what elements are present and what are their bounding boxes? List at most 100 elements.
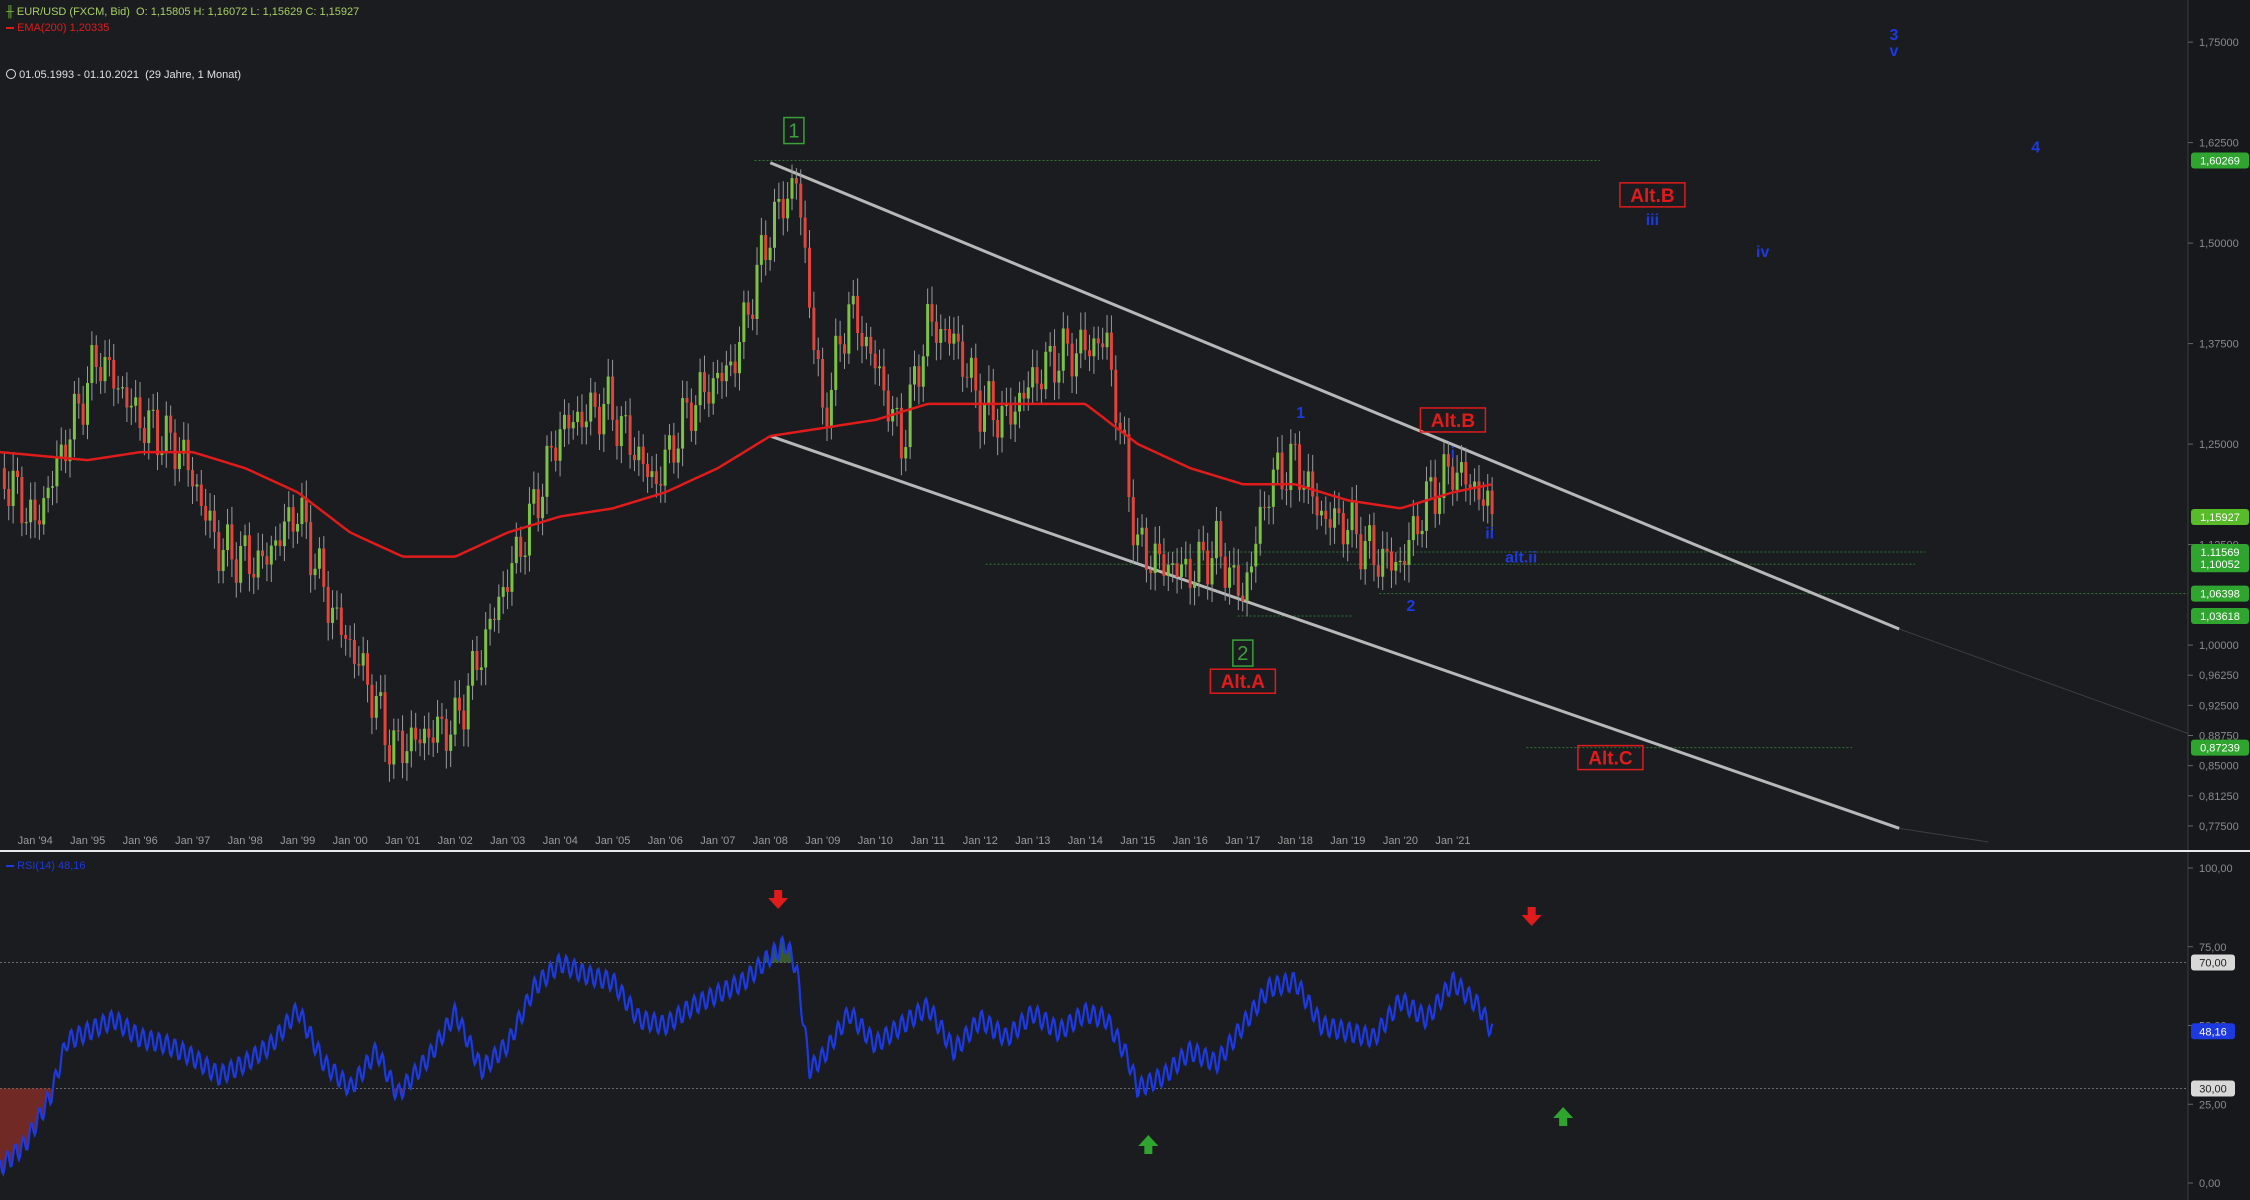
candle-body [239, 546, 243, 583]
candle-body [1284, 489, 1288, 491]
candle-body [956, 333, 960, 342]
candle-body [116, 388, 120, 390]
chart-type-icon: ╫ [6, 6, 14, 18]
candle-body [1473, 481, 1477, 488]
candle-body [1092, 338, 1096, 357]
candle-body [812, 307, 816, 351]
candle-body [514, 536, 518, 564]
candle-body [1158, 543, 1162, 555]
candle-body [42, 498, 46, 525]
candle-body [1184, 558, 1188, 565]
candle-body [1372, 525, 1376, 566]
candle-body [794, 178, 798, 184]
candle-body [1210, 558, 1214, 585]
candle-body [663, 449, 667, 486]
candle-body [667, 435, 671, 450]
rsi-tick-label: 25,00 [2199, 1099, 2227, 1111]
x-tick-label: Jan '20 [1383, 835, 1418, 847]
candle-body [1061, 328, 1065, 371]
y-tick-label: 0,88750 [2199, 731, 2239, 743]
candle-body [1149, 569, 1153, 574]
x-tick-label: Jan '02 [438, 835, 473, 847]
candle-body [913, 366, 917, 385]
wave-label: 1 [1296, 405, 1305, 422]
candle-body [103, 356, 107, 382]
candle-body [68, 439, 72, 462]
candle-body [1232, 565, 1236, 568]
candle-body [1031, 367, 1035, 388]
candle-body [786, 198, 790, 219]
candle-body [300, 497, 304, 525]
candle-body [803, 217, 807, 248]
candle-body [685, 398, 689, 403]
candle-body [624, 415, 628, 417]
price-badge [2191, 544, 2249, 561]
candle-body [742, 302, 746, 342]
candle-body [221, 550, 225, 571]
candle-body [523, 555, 527, 557]
candle-body [1118, 422, 1122, 430]
candle-body [781, 198, 785, 219]
candle-body [1018, 392, 1022, 412]
candle-body [799, 183, 803, 218]
channel-line [769, 161, 1900, 631]
trend-extension-line [1899, 628, 2189, 734]
y-tick-label: 1,62500 [2199, 138, 2239, 150]
candle-body [615, 419, 619, 447]
candle-body [16, 470, 20, 477]
candle-body [1201, 541, 1205, 551]
candle-body [274, 540, 278, 546]
candle-body [672, 435, 676, 463]
candle-body [611, 376, 615, 420]
candle-body [414, 727, 418, 740]
ema-legend[interactable]: EMA(200) 1,20335 [6, 22, 109, 34]
rsi-level-badge [2191, 954, 2235, 971]
candle-body [1035, 367, 1039, 384]
candle-body [720, 372, 724, 382]
y-tick-label: 1,00000 [2199, 640, 2239, 652]
x-tick-label: Jan '95 [70, 835, 105, 847]
range-legend: 01.05.1993 - 01.10.2021 (29 Jahre, 1 Mon… [6, 69, 241, 81]
candle-body [142, 428, 146, 444]
candle-body [1416, 516, 1420, 535]
candle-body [94, 345, 98, 367]
candle-body [646, 464, 650, 478]
candle-body [296, 524, 300, 532]
candle-body [256, 550, 260, 578]
candle-body [729, 361, 733, 366]
candle-body [1271, 469, 1275, 507]
candle-body [1245, 572, 1249, 602]
rsi-level-badge-label: 30,00 [2199, 1084, 2227, 1096]
wave-label: 3 [1890, 27, 1899, 44]
rsi-legend[interactable]: RSI(14) 48,16 [6, 860, 86, 872]
candle-body [930, 304, 934, 322]
candle-body [816, 350, 820, 359]
candle-body [383, 692, 387, 746]
candle-body [1214, 520, 1218, 559]
candle-body [1289, 443, 1293, 490]
candle-body [869, 336, 873, 354]
candle-body [339, 607, 343, 635]
candle-body [1223, 556, 1227, 588]
candle-body [1109, 332, 1113, 370]
candle-body [182, 439, 186, 454]
candle-body [55, 457, 59, 487]
rsi-zone-fill [771, 937, 792, 963]
candle-body [1144, 527, 1148, 570]
candle-body [261, 550, 265, 557]
candle-body [1368, 525, 1372, 542]
candle-body [978, 390, 982, 432]
candle-body [755, 264, 759, 319]
x-tick-label: Jan '08 [753, 835, 788, 847]
candle-body [1083, 329, 1087, 351]
candle-body [1442, 454, 1446, 498]
candle-body [1166, 564, 1170, 576]
candle-body [1398, 560, 1402, 563]
candle-body [444, 718, 448, 751]
candle-body [64, 444, 68, 462]
rsi-tick-label: 75,00 [2199, 942, 2227, 954]
candle-body [1389, 551, 1393, 571]
wave-label: alt.ii [1505, 550, 1537, 567]
rsi-current-badge [2191, 1023, 2235, 1040]
